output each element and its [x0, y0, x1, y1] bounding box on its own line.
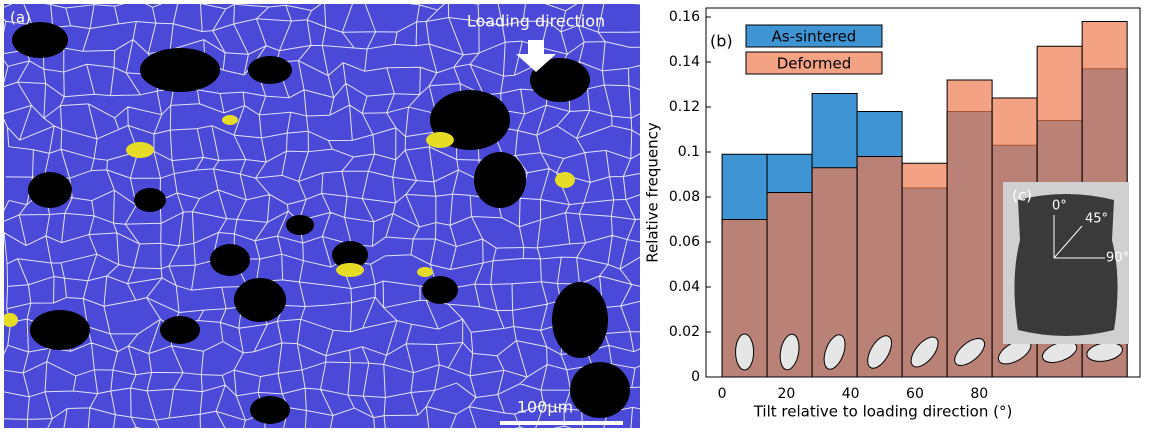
grain-icon: [779, 333, 800, 371]
y-tick-label: 0.04: [669, 279, 700, 295]
pore: [234, 278, 286, 322]
y-tick-label: 0.14: [669, 54, 700, 70]
legend-label: Deformed: [777, 55, 852, 73]
y-tick-label: 0.1: [678, 144, 700, 160]
pore: [134, 188, 166, 212]
angle-label: 90°: [1106, 251, 1129, 266]
panel-label: (b): [710, 32, 733, 51]
secondary-phase: [417, 267, 433, 277]
bar: [946, 79, 993, 378]
grain-icon: [735, 333, 755, 371]
loading-arrow: [516, 40, 556, 72]
angle-label: 0°: [1052, 199, 1067, 214]
pore: [248, 56, 292, 84]
y-tick-label: 0: [691, 369, 700, 385]
x-tick-label: 80: [970, 386, 988, 402]
plot-frame: [705, 7, 1141, 378]
x-tick-label: 60: [906, 386, 924, 402]
legend-swatch: [745, 24, 883, 48]
grain-icon: [867, 335, 893, 369]
y-tick-label: 0.06: [669, 234, 700, 250]
scale-bar-label: 100μm: [517, 398, 573, 417]
y-tick-label: 0.16: [669, 9, 700, 25]
pore: [210, 244, 250, 276]
secondary-phase: [126, 142, 154, 158]
y-tick-label: 0.08: [669, 189, 700, 205]
micrograph: [4, 4, 640, 428]
secondary-phase: [222, 115, 238, 125]
x-tick-label: 40: [842, 386, 860, 402]
grain-icon: [910, 336, 939, 368]
pore: [250, 396, 290, 424]
y-tick-label: 0.02: [669, 324, 700, 340]
pore: [552, 282, 608, 358]
grain-icon: [823, 334, 846, 370]
pore: [160, 316, 200, 344]
pore: [422, 276, 458, 304]
x-tick-label: 0: [718, 386, 727, 402]
pore: [12, 22, 68, 58]
y-axis-title: Relative frequency: [644, 122, 662, 263]
axis-45: [1053, 225, 1083, 259]
pore: [28, 172, 72, 208]
secondary-phase: [555, 172, 575, 188]
panel-label: (c): [1012, 187, 1032, 205]
inset: (c) 0° 45° 90°: [1003, 182, 1129, 344]
legend-label: As-sintered: [772, 28, 857, 46]
pore: [570, 362, 630, 418]
y-tick-label: 0.12: [669, 99, 700, 115]
pore: [30, 310, 90, 350]
legend-swatch: [745, 51, 883, 75]
secondary-phase: [4, 313, 18, 327]
secondary-phase: [336, 263, 364, 277]
specimen: [1014, 194, 1118, 336]
panel-label: (a): [10, 9, 31, 27]
secondary-phase: [426, 132, 454, 148]
angle-label: 45°: [1085, 212, 1108, 227]
grain-icon: [954, 338, 986, 366]
pore: [332, 241, 368, 269]
x-tick-label: 20: [777, 386, 795, 402]
annotation: Loading direction: [467, 12, 605, 31]
pore: [140, 48, 220, 92]
x-axis-title: Tilt relative to loading direction (°): [753, 403, 1013, 421]
pore: [474, 152, 526, 208]
pore: [530, 58, 590, 102]
pore: [286, 215, 314, 235]
